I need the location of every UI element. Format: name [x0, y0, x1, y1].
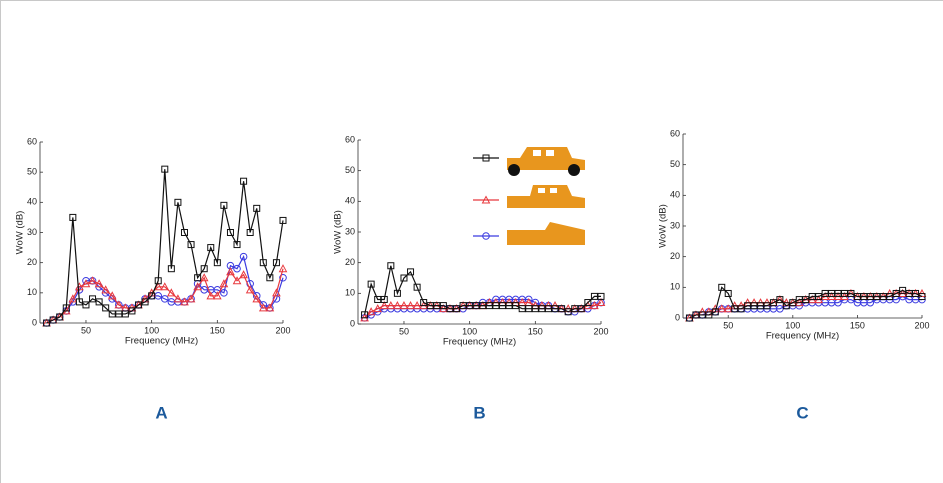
y-tick-label: 40 — [27, 197, 37, 207]
x-tick-label: 200 — [275, 325, 290, 335]
y-tick-label: 60 — [345, 134, 355, 144]
y-tick-label: 40 — [670, 190, 680, 200]
y-tick-label: 50 — [345, 165, 355, 175]
x-axis-label: Frequency (MHz) — [443, 337, 516, 348]
y-tick-label: 0 — [350, 318, 355, 328]
y-tick-label: 20 — [345, 257, 355, 267]
y-tick-label: 30 — [670, 220, 680, 230]
y-axis-label: WoW (dB) — [658, 204, 669, 248]
window — [533, 150, 541, 156]
x-tick-label: 150 — [528, 326, 543, 336]
vehicle-body — [507, 185, 585, 208]
x-axis-label: Frequency (MHz) — [766, 331, 839, 342]
y-tick-label: 60 — [27, 136, 37, 146]
x-tick-label: 50 — [399, 326, 409, 336]
y-axis-label: WoW (dB) — [333, 210, 344, 254]
y-tick-label: 40 — [345, 196, 355, 206]
y-tick-label: 30 — [27, 227, 37, 237]
x-axis-label: Frequency (MHz) — [125, 336, 198, 347]
panel-label: A — [155, 403, 167, 422]
y-tick-label: 60 — [670, 128, 680, 138]
x-tick-label: 100 — [462, 326, 477, 336]
y-tick-label: 20 — [27, 257, 37, 267]
y-tick-label: 10 — [27, 287, 37, 297]
y-tick-label: 50 — [27, 167, 37, 177]
legend-icons — [507, 147, 585, 245]
window — [546, 150, 554, 156]
x-tick-label: 150 — [850, 320, 865, 330]
x-tick-label: 50 — [723, 320, 733, 330]
wheel — [568, 164, 580, 176]
x-tick-label: 200 — [914, 320, 929, 330]
y-tick-label: 10 — [670, 282, 680, 292]
panel-label: B — [473, 403, 485, 422]
y-tick-label: 0 — [32, 317, 37, 327]
x-tick-label: 100 — [785, 320, 800, 330]
y-axis-label: WoW (dB) — [15, 211, 26, 255]
x-tick-label: 50 — [81, 325, 91, 335]
x-tick-label: 150 — [210, 325, 225, 335]
vehicle-hull — [507, 222, 585, 245]
wheel — [508, 164, 520, 176]
panel-label: C — [796, 403, 808, 422]
y-tick-label: 50 — [670, 159, 680, 169]
y-tick-label: 20 — [670, 251, 680, 261]
y-tick-label: 30 — [345, 226, 355, 236]
figure: 010203040506050100150200Frequency (MHz)W… — [0, 0, 943, 483]
window — [538, 188, 545, 193]
y-tick-label: 0 — [675, 312, 680, 322]
y-tick-label: 10 — [345, 288, 355, 298]
window — [550, 188, 557, 193]
x-tick-label: 100 — [144, 325, 159, 335]
x-tick-label: 200 — [593, 326, 608, 336]
